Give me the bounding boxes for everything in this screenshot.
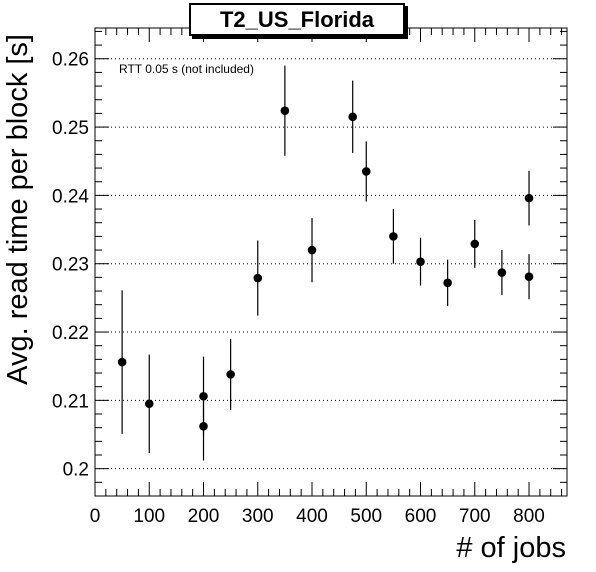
marker <box>253 273 263 283</box>
x-tick-label: 500 <box>350 506 382 527</box>
data-point <box>348 80 358 154</box>
data-point <box>361 141 371 202</box>
marker <box>443 278 452 288</box>
x-tick-label: 300 <box>242 506 274 527</box>
y-tick-label: 0.24 <box>52 186 89 207</box>
data-point <box>144 354 154 453</box>
plot-frame <box>94 27 568 497</box>
y-tick-label: 0.25 <box>52 118 89 139</box>
x-tick-label: 0 <box>90 506 101 527</box>
data-point <box>524 254 534 300</box>
data-point <box>199 392 208 461</box>
data-point <box>280 65 290 156</box>
marker <box>280 106 290 115</box>
chart-title: T2_US_Florida <box>189 3 405 36</box>
y-tick-label: 0.21 <box>52 391 89 412</box>
x-tick-label: 400 <box>296 506 328 527</box>
data-point <box>389 209 398 264</box>
data-point <box>416 237 425 286</box>
marker <box>348 112 358 122</box>
marker <box>389 232 398 241</box>
data-point <box>524 170 534 226</box>
x-tick-label: 200 <box>188 506 220 527</box>
data-point <box>117 290 127 434</box>
x-tick-label: 100 <box>133 506 165 527</box>
x-axis-label: # of jobs <box>456 532 566 564</box>
data-point <box>470 219 480 268</box>
data-point <box>253 240 263 316</box>
marker <box>307 245 317 255</box>
x-tick-label: 800 <box>513 506 545 527</box>
marker <box>524 272 534 281</box>
annotation-text: RTT 0.05 s (not included) <box>119 62 254 76</box>
y-axis-label: Avg. read time per block [s] <box>2 34 34 385</box>
data-point <box>307 217 317 283</box>
y-tick-label: 0.2 <box>63 460 89 481</box>
marker <box>117 357 127 367</box>
marker <box>524 193 534 203</box>
marker <box>199 422 208 431</box>
marker <box>416 257 425 266</box>
y-tick-label: 0.26 <box>52 50 89 71</box>
x-tick-label: 700 <box>459 506 491 527</box>
data-point <box>443 259 452 307</box>
y-tick-label: 0.22 <box>52 323 89 344</box>
marker <box>226 370 235 379</box>
x-tick-label: 600 <box>405 506 437 527</box>
data-point <box>497 250 507 296</box>
y-tick-label: 0.23 <box>52 255 89 276</box>
marker <box>144 399 154 409</box>
data-point <box>226 338 235 410</box>
marker <box>470 239 480 249</box>
marker <box>361 167 371 176</box>
marker <box>497 268 507 277</box>
